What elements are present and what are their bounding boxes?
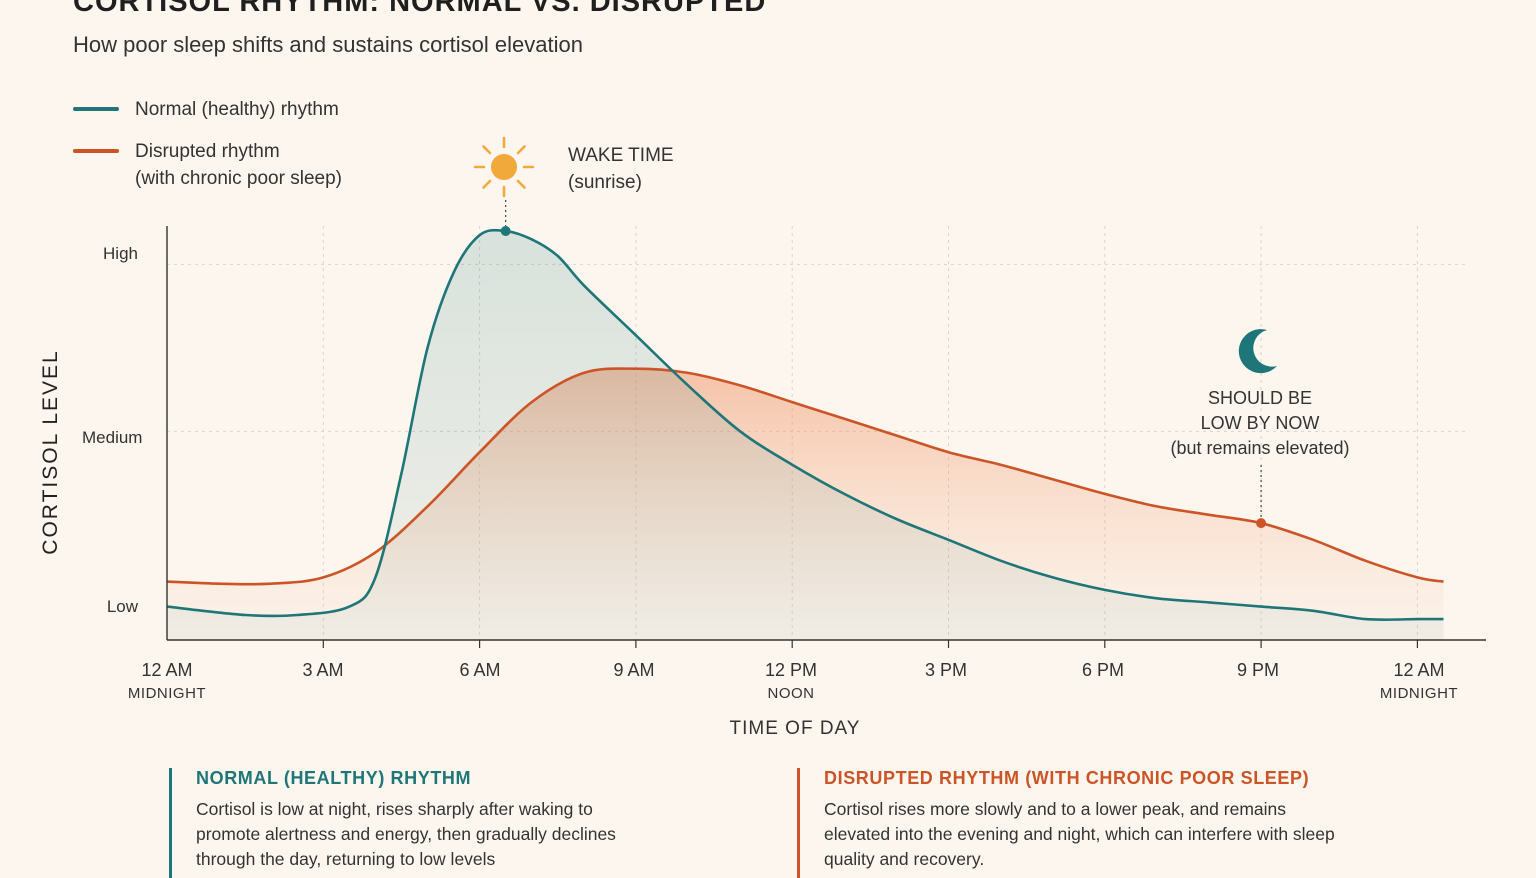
chart-markers bbox=[500, 200, 1267, 529]
series-line-normal bbox=[166, 228, 1444, 622]
moon-icon bbox=[1238, 329, 1277, 374]
x-tick-label: 3 AM bbox=[302, 660, 344, 680]
disrupted-rhythm-panel: DISRUPTED RHYTHM (WITH CHRONIC POOR SLEE… bbox=[797, 768, 1344, 878]
x-axis-label: TIME OF DAY bbox=[729, 718, 861, 739]
x-tick: 12 AM MIDNIGHT bbox=[107, 660, 227, 702]
x-tick-label: 9 PM bbox=[1236, 660, 1279, 680]
chart-axes bbox=[166, 226, 1486, 648]
sun-icon bbox=[473, 136, 535, 198]
x-tick: 3 PM bbox=[886, 660, 1006, 685]
normal-panel-body: Cortisol is low at night, rises sharply … bbox=[196, 799, 616, 869]
x-tick: 3 AM bbox=[263, 660, 383, 685]
x-tick-label: 12 AM bbox=[141, 660, 193, 680]
x-tick-label: 12 PM bbox=[764, 660, 818, 680]
x-tick: 6 AM bbox=[420, 660, 540, 685]
area-normal bbox=[167, 230, 1444, 640]
evening-marker bbox=[1256, 518, 1267, 529]
evening-label-line1: SHOULD BE bbox=[1207, 388, 1313, 408]
wake-time-marker bbox=[500, 226, 511, 236]
x-tick-sublabel: MIDNIGHT bbox=[1379, 685, 1459, 702]
legend-label-disrupted: Disrupted rhythm bbox=[135, 141, 280, 162]
legend-swatch-normal bbox=[73, 107, 119, 111]
chart-subtitle: How poor sleep shifts and sustains corti… bbox=[73, 32, 583, 57]
legend-swatch-disrupted bbox=[73, 149, 119, 153]
y-axis-label: CORTISOL LEVEL bbox=[39, 349, 62, 555]
y-tick-medium: Medium bbox=[82, 428, 143, 447]
x-tick: 12 PM NOON bbox=[731, 660, 851, 702]
disrupted-panel-title: DISRUPTED RHYTHM (WITH CHRONIC POOR SLEE… bbox=[824, 768, 1310, 788]
legend-item-disrupted: Disrupted rhythm (with chronic poor slee… bbox=[73, 138, 342, 192]
wake-time-label: WAKE TIME bbox=[568, 145, 674, 166]
x-tick: 12 AM MIDNIGHT bbox=[1359, 660, 1479, 702]
legend-label-disrupted-note: (with chronic poor sleep) bbox=[135, 168, 342, 189]
evening-annotation: SHOULD BE LOW BY NOW (but remains elevat… bbox=[1160, 386, 1360, 461]
x-tick: 9 AM bbox=[574, 660, 694, 685]
wake-time-note: (sunrise) bbox=[568, 172, 642, 193]
x-tick-label: 6 AM bbox=[459, 660, 501, 680]
x-tick-sublabel: NOON bbox=[767, 685, 815, 702]
wake-time-annotation: WAKE TIME (sunrise) bbox=[568, 142, 674, 196]
x-tick: 9 PM bbox=[1198, 660, 1318, 685]
x-tick-label: 12 AM bbox=[1393, 660, 1445, 680]
y-tick-low: Low bbox=[106, 597, 138, 616]
evening-label-line3: (but remains elevated) bbox=[1170, 438, 1350, 458]
x-tick-label: 3 PM bbox=[924, 660, 967, 680]
normal-rhythm-panel: NORMAL (HEALTHY) RHYTHM Cortisol is low … bbox=[169, 768, 656, 878]
chart-title: CORTISOL RHYTHM: NORMAL VS. DISRUPTED bbox=[73, 0, 767, 18]
series-line-disrupted bbox=[166, 367, 1444, 586]
x-tick-label: 6 PM bbox=[1081, 660, 1124, 680]
x-tick-sublabel: MIDNIGHT bbox=[127, 685, 207, 702]
disrupted-panel-body: Cortisol rises more slowly and to a lowe… bbox=[824, 799, 1335, 869]
normal-panel-title: NORMAL (HEALTHY) RHYTHM bbox=[196, 768, 472, 788]
x-tick: 6 PM bbox=[1043, 660, 1163, 685]
y-tick-high: High bbox=[103, 244, 138, 263]
x-tick-label: 9 AM bbox=[613, 660, 655, 680]
legend-label-normal: Normal (healthy) rhythm bbox=[135, 99, 339, 120]
evening-label-line2: LOW BY NOW bbox=[1200, 413, 1320, 433]
legend-item-normal: Normal (healthy) rhythm bbox=[73, 96, 339, 123]
